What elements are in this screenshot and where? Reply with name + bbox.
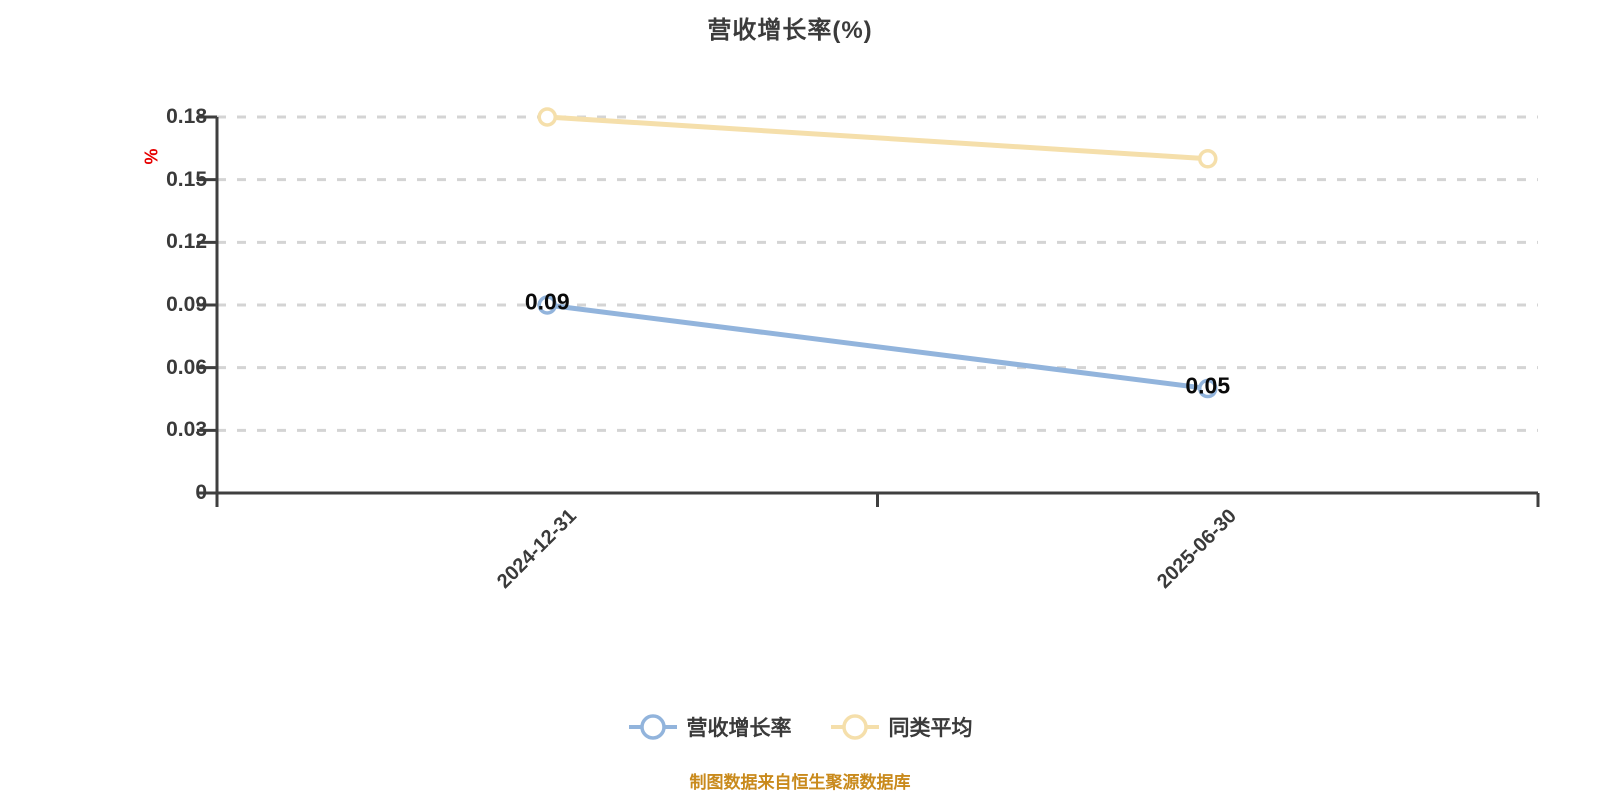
- legend-label: 同类平均: [888, 717, 973, 740]
- data-point[interactable]: [537, 107, 557, 127]
- legend-label: 营收增长率: [686, 717, 792, 740]
- y-tick-label: 0: [195, 481, 207, 504]
- series-line-同类平均: [544, 114, 1211, 162]
- legend-item-同类平均[interactable]: 同类平均: [830, 712, 973, 742]
- chart-title: 营收增长率(%): [707, 17, 873, 44]
- y-tick-label: 0.12: [166, 230, 207, 254]
- data-point[interactable]: [1198, 149, 1218, 169]
- legend: 营收增长率 同类平均: [0, 712, 1600, 742]
- source-note: 制图数据来自恒生聚源数据库: [689, 773, 911, 792]
- y-tick-label: 0.18: [166, 105, 207, 128]
- y-tick-label: 0.06: [166, 355, 207, 379]
- legend-marker-icon: [830, 714, 879, 740]
- data-point[interactable]: [537, 295, 557, 315]
- y-tick-label: 0.03: [166, 418, 207, 442]
- data-point[interactable]: [1198, 378, 1218, 399]
- data-point-label: 0.09: [524, 288, 570, 315]
- series-line-营收增长率: [544, 302, 1211, 392]
- legend-item-营收增长率[interactable]: 营收增长率: [628, 712, 792, 742]
- legend-marker-icon: [628, 714, 677, 740]
- y-tick-label: 0.15: [166, 167, 207, 191]
- data-point-label: 0.05: [1185, 372, 1231, 399]
- y-tick-label: 0.09: [166, 293, 207, 316]
